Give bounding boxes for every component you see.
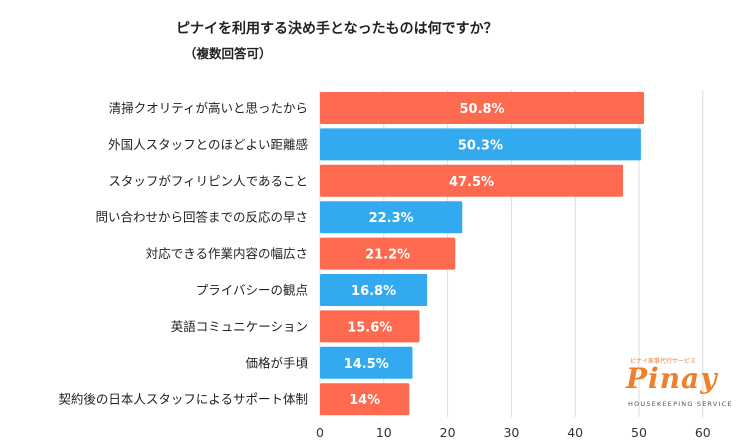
logo-tagline: ピナイ家事代行サービス [630, 358, 697, 365]
bar [320, 346, 413, 379]
logo-name: Pinay [626, 362, 718, 395]
logo-subtitle: HOUSEKEEPING SERVICE [628, 400, 733, 408]
category-label: 対応できる作業内容の幅広さ [146, 246, 308, 261]
data-label: 16.8% [351, 284, 396, 299]
bar [320, 274, 428, 306]
bars [320, 92, 645, 416]
data-label: 47.5% [449, 175, 494, 190]
data-label: 21.2% [365, 248, 410, 263]
x-tick-label: 20 [440, 425, 456, 440]
category-label: 外国人スタッフとのほどよい距離感 [108, 137, 308, 152]
data-label: 14.5% [344, 357, 389, 372]
x-tick-label: 0 [316, 425, 324, 440]
bar [320, 237, 456, 270]
category-label: 清掃クオリティが高いと思ったから [109, 101, 308, 116]
category-label: 英語コミュニケーション [171, 319, 308, 334]
bar [320, 164, 624, 197]
data-label: 22.3% [369, 211, 414, 226]
bar [320, 383, 410, 416]
data-label: 15.6% [347, 320, 392, 335]
category-label: 契約後の日本人スタッフによるサポート体制 [58, 392, 308, 407]
x-axis-ticks: 0 10 20 30 40 50 60 [316, 425, 711, 440]
category-label: 価格が手頃 [245, 355, 308, 370]
category-label: プライバシーの観点 [196, 283, 308, 298]
x-tick-label: 10 [376, 425, 392, 440]
data-label: 50.8% [459, 102, 504, 117]
data-label: 50.3% [458, 138, 503, 153]
data-labels: 50.8% 50.3% 47.5% 22.3% 21.2% 16.8% 15.6% 14.5%… [344, 102, 505, 408]
pinay-logo: ピナイ家事代行サービス Pinay HOUSEKEEPING SERVICE [622, 356, 731, 412]
bar [320, 201, 463, 234]
chart-subtitle: （複数回答可） [184, 46, 272, 61]
category-label: 問い合わせから回答までの反応の早さ [95, 210, 308, 225]
x-tick-label: 60 [695, 425, 711, 440]
chart-title: ピナイを利用する決め手となったものは何ですか？ [176, 21, 498, 37]
x-tick-label: 40 [567, 425, 583, 440]
x-tick-label: 30 [503, 425, 519, 440]
bar [320, 310, 420, 343]
category-labels: 清掃クオリティが高いと思ったから外国人スタッフとのほどよい距離感スタッフがフィリ… [58, 101, 308, 407]
bar [320, 92, 645, 124]
x-tick-label: 50 [631, 425, 647, 440]
category-label: スタッフがフィリピン人であること [108, 173, 308, 188]
bar [320, 128, 641, 161]
data-label: 14% [349, 393, 380, 408]
